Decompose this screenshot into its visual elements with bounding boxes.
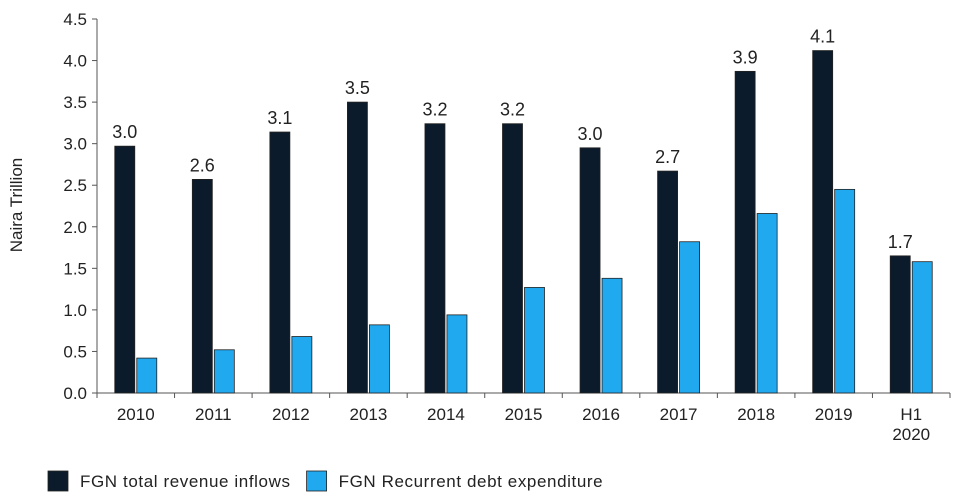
y-tick-label: 2.0: [63, 218, 87, 237]
x-tick-label: 2015: [505, 405, 543, 424]
bar-debt-expenditure: [524, 287, 545, 394]
data-label: 3.2: [422, 100, 447, 120]
bar-revenue-inflows: [657, 170, 678, 394]
data-label: 3.0: [578, 124, 603, 144]
bar-debt-expenditure: [756, 213, 778, 394]
bar-revenue-inflows: [269, 131, 291, 394]
y-tick-label: 0.5: [63, 342, 87, 361]
bar-revenue-inflows: [889, 255, 911, 394]
y-tick-label: 0.0: [63, 384, 87, 403]
x-tick-label: H1 2020: [892, 405, 930, 444]
legend-swatch-revenue: [47, 470, 69, 492]
bar-revenue-inflows: [191, 179, 213, 394]
bar-revenue-inflows: [114, 145, 136, 394]
data-label: 4.1: [810, 27, 835, 47]
x-tick-label: 2019: [815, 405, 853, 424]
y-tick-label: 4.0: [63, 52, 87, 71]
y-tick-label: 3.5: [63, 93, 87, 112]
y-tick-label: 1.5: [63, 259, 87, 278]
data-label: 3.9: [733, 47, 758, 67]
legend-label-debt: FGN Recurrent debt expenditure: [339, 472, 604, 491]
x-tick-label: 2013: [349, 405, 387, 424]
bar-debt-expenditure: [911, 261, 933, 394]
y-tick-label: 4.5: [63, 10, 87, 29]
data-label: 2.7: [655, 147, 680, 167]
x-tick-label: 2011: [195, 405, 232, 424]
x-tick-label: 2010: [117, 405, 155, 424]
bar-debt-expenditure: [291, 336, 313, 394]
data-label: 1.7: [888, 232, 913, 252]
bar-revenue-inflows: [502, 123, 523, 394]
y-tick-label: 3.0: [63, 135, 87, 154]
bar-debt-expenditure: [213, 349, 235, 394]
bar-debt-expenditure: [601, 277, 623, 394]
bar-debt-expenditure: [679, 241, 700, 394]
x-tick-label: 2016: [582, 405, 620, 424]
bar-revenue-inflows: [579, 147, 601, 394]
bar-debt-expenditure: [369, 324, 390, 394]
y-tick-label: 1.0: [63, 301, 87, 320]
data-label: 3.2: [500, 100, 525, 120]
bar-revenue-inflows: [812, 50, 834, 394]
x-tick-label: 2014: [427, 405, 465, 424]
bar-debt-expenditure: [136, 357, 158, 394]
bar-debt-expenditure: [834, 188, 856, 394]
bar-debt-expenditure: [446, 314, 468, 394]
x-tick-label: 2018: [737, 405, 775, 424]
bar-revenue-inflows: [734, 70, 756, 394]
legend-label-revenue: FGN total revenue inflows: [80, 472, 291, 491]
bar-revenue-inflows: [347, 101, 368, 394]
x-tick-label: 2017: [660, 405, 698, 424]
data-label: 3.5: [345, 78, 370, 98]
data-label: 2.6: [190, 155, 215, 175]
data-label: 3.0: [112, 122, 137, 142]
bar-revenue-inflows: [424, 123, 446, 394]
y-axis-title: Naira Trillion: [7, 158, 26, 252]
legend-swatch-debt: [306, 470, 327, 492]
data-label: 3.1: [267, 108, 292, 128]
y-tick-label: 2.5: [63, 176, 87, 195]
x-tick-label: 2012: [272, 405, 310, 424]
